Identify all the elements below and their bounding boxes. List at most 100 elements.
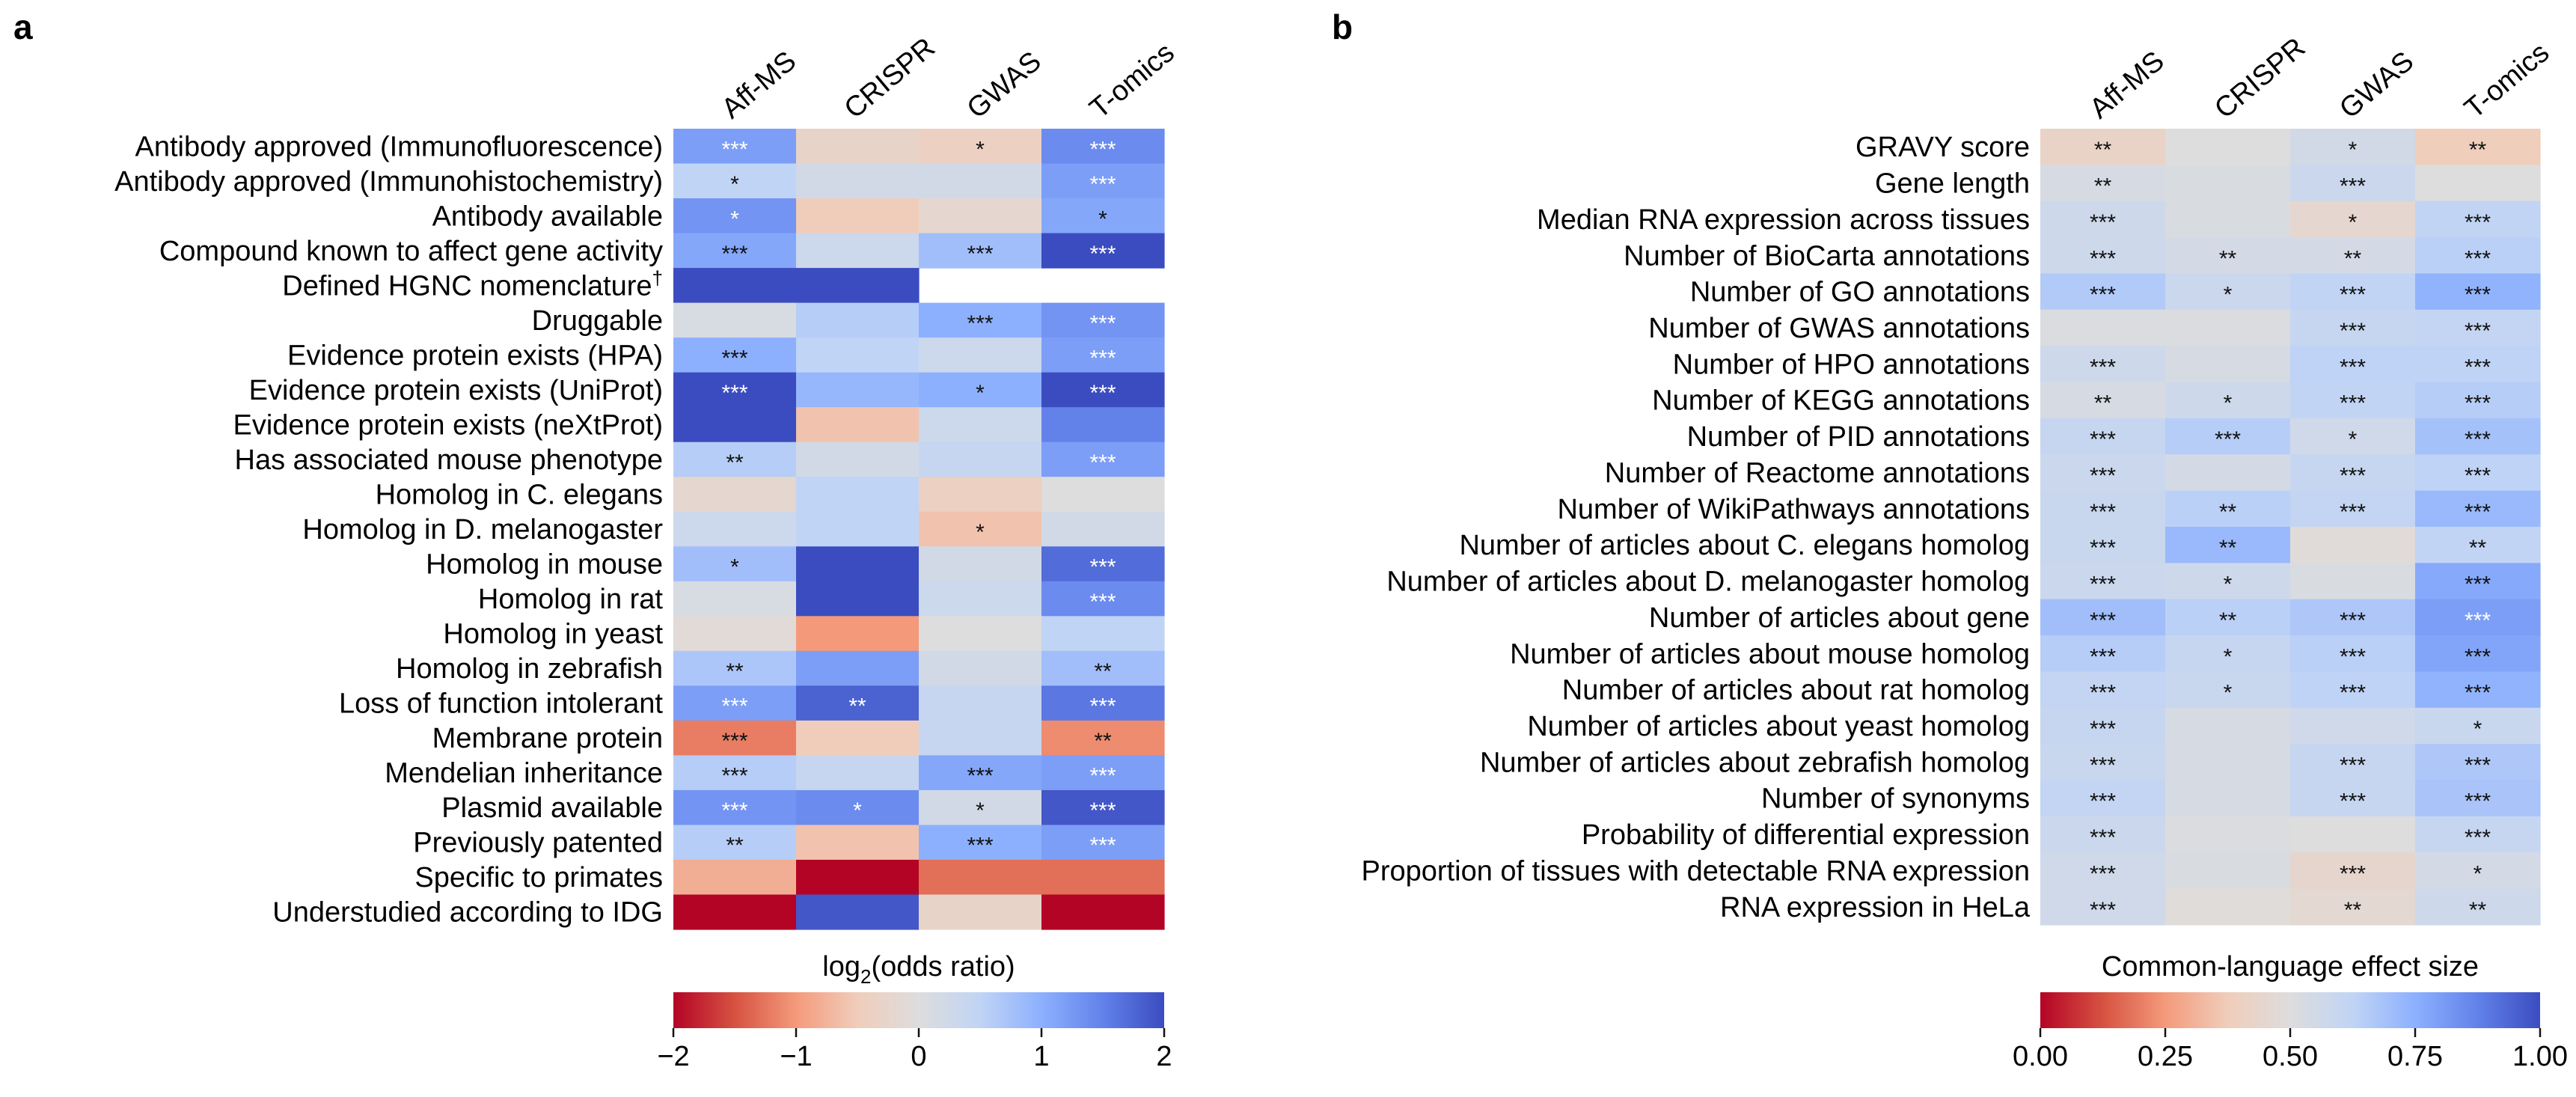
row-label: Defined HGNC nomenclature† [282,266,663,302]
heatmap-cell [796,198,920,234]
heatmap-cell [2040,418,2166,455]
heatmap-cell [1041,511,1165,547]
heatmap-cell [919,233,1042,269]
significance-label: *** [1089,311,1116,336]
colorbar-label: Common-language effect size [2102,951,2479,983]
heatmap-cell [2040,527,2166,563]
heatmap-cell [673,616,797,652]
significance-label: *** [967,242,993,266]
significance-label: ** [2469,898,2487,923]
heatmap-cell [2040,635,2166,673]
significance-label: *** [1089,346,1116,370]
heatmap-cell [2415,273,2541,311]
heatmap-cell [2165,382,2291,419]
significance-label: *** [967,311,993,336]
significance-label: *** [1089,590,1116,614]
significance-label: * [2349,138,2358,162]
row-label: RNA expression in HeLa [1720,892,2031,923]
significance-label: *** [2340,861,2366,886]
heatmap-cell [1041,789,1165,826]
heatmap-cell [2040,599,2166,636]
significance-label: *** [2340,355,2366,379]
heatmap-cell [2290,707,2416,745]
heatmap-cell [919,477,1042,513]
significance-label: ** [726,450,744,475]
significance-label: *** [2340,500,2366,525]
heatmap-cell [2165,635,2291,673]
significance-label: *** [2340,319,2366,343]
row-label: Number of BioCarta annotations [1624,240,2030,272]
heatmap-cell [2165,237,2291,275]
heatmap-cell [673,129,797,165]
heatmap-cell [673,789,797,826]
heatmap-cell [919,441,1042,477]
significance-label: *** [2465,608,2491,633]
row-label: Homolog in yeast [443,619,663,650]
heatmap-cell [2415,707,2541,745]
significance-label: *** [2090,644,2116,669]
heatmap-cell [1041,302,1165,338]
heatmap-cell [673,685,797,721]
heatmap-cell [673,894,797,930]
heatmap-cell [2415,454,2541,492]
heatmap-cell [2415,382,2541,419]
significance-label: *** [2090,355,2116,379]
heatmap-cell [2290,563,2416,600]
panel-label: a [13,7,33,46]
row-label: Homolog in zebrafish [396,653,663,685]
heatmap-cell [919,720,1042,756]
heatmap-cell [2040,852,2166,890]
heatmap-cell [919,825,1042,861]
panel-a: a Aff-MS CRISPR GWAS T-omics Antibody approve… [13,7,1181,1072]
heatmap-cell [2290,527,2416,563]
significance-label: ** [2469,138,2487,162]
heatmap-cell [2040,563,2166,600]
heatmap-cell [796,685,920,721]
significance-label: ** [2094,138,2112,162]
column-label-crispr: CRISPR [2209,31,2311,124]
heatmap-cell [1041,337,1165,373]
significance-label: *** [2090,283,2116,308]
significance-label: *** [721,798,747,823]
significance-label: *** [721,242,747,266]
significance-label: *** [2340,608,2366,633]
heatmap-cell [2415,490,2541,528]
heatmap-cell [2290,165,2416,202]
row-label: Plasmid available [441,792,663,824]
heatmap-cell [2165,273,2291,311]
heatmap-cell [673,720,797,756]
colorbar-tick-label: 2 [1156,1041,1172,1072]
heatmap-cell [2415,527,2541,563]
significance-label: *** [2090,536,2116,560]
heatmap-cell [796,337,920,373]
significance-label: *** [2465,210,2491,235]
significance-label: ** [1094,659,1112,684]
colorbar [2040,992,2540,1028]
heatmap-cell [2290,599,2416,636]
heatmap-cell [2290,129,2416,165]
heatmap-cell [2165,454,2291,492]
heatmap-cell [1041,616,1165,652]
heatmap-cell [1041,163,1165,199]
row-label: Number of synonyms [1761,783,2030,815]
heatmap-cell [2040,201,2166,238]
row-label: Loss of function intolerant [339,688,663,720]
significance-label: ** [848,694,866,719]
row-label: Previously patented [413,828,663,859]
significance-label: * [2224,572,2233,597]
row-label: Membrane protein [432,723,663,754]
significance-label: *** [2465,355,2491,379]
significance-label: *** [2090,789,2116,814]
row-label: Evidence protein exists (HPA) [287,340,663,371]
heatmap-cell [2415,671,2541,709]
heatmap-cell [2290,273,2416,311]
heatmap-cell [2290,635,2416,673]
heatmap-cell [2290,201,2416,238]
significance-label: * [2224,391,2233,416]
row-label: Number of articles about zebrafish homol… [1480,747,2030,778]
significance-label: ** [2344,898,2362,923]
heatmap-cell [919,198,1042,234]
heatmap-cell [1041,720,1165,756]
heatmap-cell [796,163,920,199]
colorbar-tick-label: 0.75 [2387,1041,2443,1072]
